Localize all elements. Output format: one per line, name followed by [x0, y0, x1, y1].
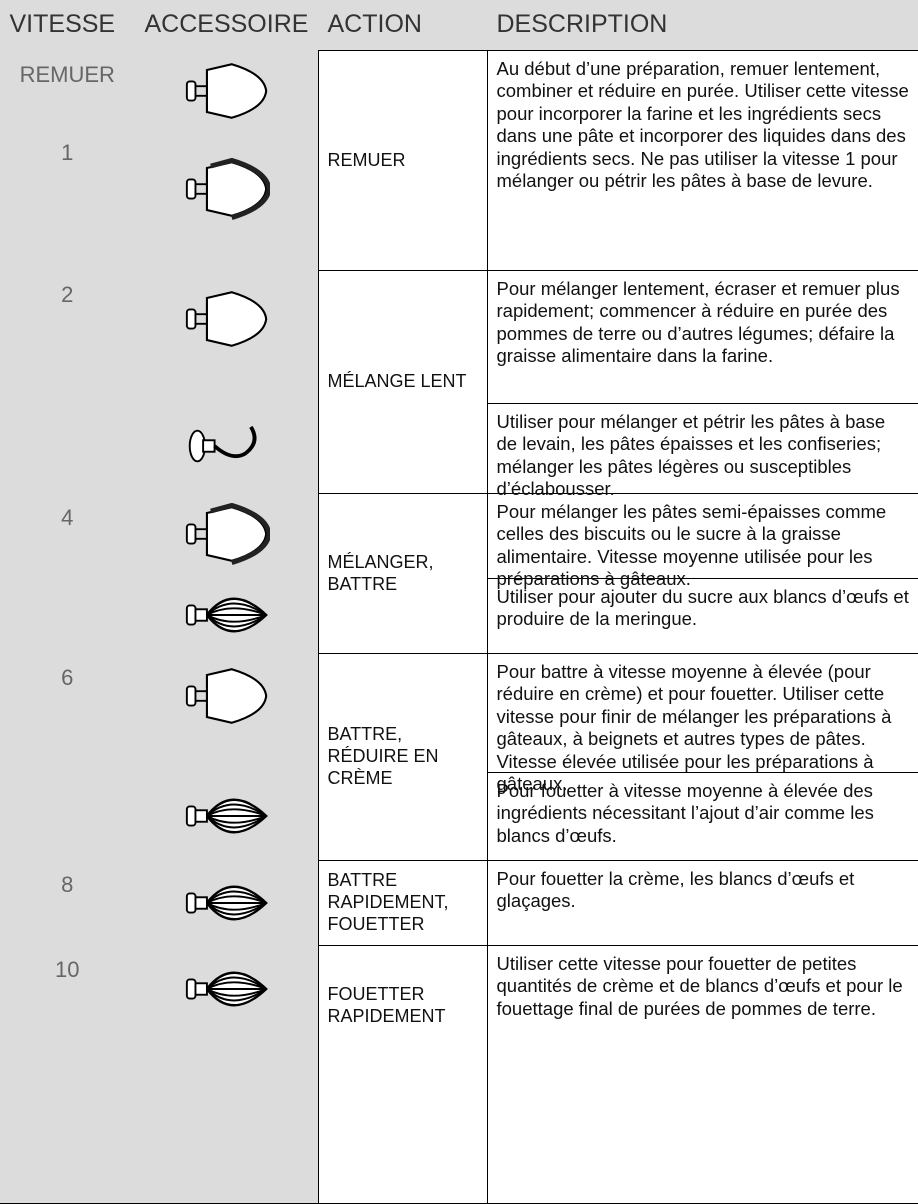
description-cell-text: Utiliser pour mélanger et pétrir les pât…: [497, 411, 911, 494]
action-cell: REMUER: [318, 50, 489, 272]
action-cell-text: REMUER: [328, 149, 406, 171]
speed-cell-text: 6: [61, 665, 73, 861]
accessory-icon: [184, 158, 270, 220]
action-cell: MÉLANGER, BATTRE: [318, 493, 489, 655]
accessory-icon: [184, 503, 270, 565]
description-cell: Pour mélanger les pâtes semi-épaisses co…: [487, 493, 918, 580]
header-cell: DESCRIPTION: [487, 0, 918, 51]
speed-cell-text: 8: [61, 872, 73, 946]
action-cell-text: MÉLANGE LENT: [328, 370, 467, 392]
speed-cell: 2: [0, 270, 136, 495]
speed-cell: 8: [0, 860, 136, 947]
action-cell-text: MÉLANGER, BATTRE: [328, 551, 488, 595]
accessory-icon: [184, 665, 270, 727]
accessory-icon: [184, 60, 270, 122]
description-cell-text: Au début d’une préparation, remuer lente…: [497, 58, 911, 271]
description-cell-text: Pour battre à vitesse moyenne à élevée (…: [497, 661, 911, 773]
speed-cell-text: 1: [61, 140, 73, 271]
speed-cell-text: 10: [55, 957, 79, 1204]
header-cell: ACTION: [318, 0, 489, 51]
description-cell: Utiliser pour mélanger et pétrir les pât…: [487, 403, 918, 495]
description-cell: Utiliser pour ajouter du sucre aux blanc…: [487, 578, 918, 655]
speed-cell-text: REMUER: [20, 62, 115, 129]
action-cell-text: BATTRE RAPIDEMENT, FOUETTER: [328, 869, 488, 935]
header-cell-text: ACTION: [328, 10, 422, 39]
header-cell-text: ACCESSOIRE: [145, 10, 309, 39]
description-cell: Au début d’une préparation, remuer lente…: [487, 50, 918, 272]
description-cell-text: Utiliser cette vitesse pour fouetter de …: [497, 953, 911, 1204]
description-cell: Pour battre à vitesse moyenne à élevée (…: [487, 653, 918, 774]
header-cell-text: VITESSE: [10, 10, 116, 39]
accessory-icon: [184, 872, 270, 934]
speed-cell: 10: [0, 945, 136, 1204]
accessory-icon: [184, 584, 270, 646]
description-cell-text: Pour mélanger lentement, écraser et remu…: [497, 278, 911, 404]
accessory-icon: [184, 958, 270, 1020]
speed-cell: 6: [0, 653, 136, 862]
description-cell: Utiliser cette vitesse pour fouetter de …: [487, 945, 918, 1204]
description-cell-text: Pour fouetter la crème, les blancs d’œuf…: [497, 868, 911, 946]
action-cell: BATTRE RAPIDEMENT, FOUETTER: [318, 860, 489, 947]
description-cell-text: Utiliser pour ajouter du sucre aux blanc…: [497, 586, 911, 654]
action-cell-text: FOUETTER RAPIDEMENT: [328, 983, 488, 1027]
action-cell-text: BATTRE, RÉDUIRE EN CRÈME: [328, 723, 488, 789]
accessory-icon: [184, 288, 270, 350]
description-cell-text: Pour fouetter à vitesse moyenne à élevée…: [497, 780, 911, 861]
speed-cell-text: 4: [61, 505, 73, 654]
description-cell-text: Pour mélanger les pâtes semi-épaisses co…: [497, 501, 911, 579]
header-cell: VITESSE: [0, 0, 136, 51]
description-cell: Pour mélanger lentement, écraser et remu…: [487, 270, 918, 405]
header-cell-text: DESCRIPTION: [497, 10, 668, 39]
header-cell: ACCESSOIRE: [135, 0, 320, 51]
speed-cell-text: 2: [61, 282, 73, 494]
speed-cell: REMUER: [0, 50, 136, 130]
accessory-icon: [184, 415, 270, 477]
description-cell: Pour fouetter à vitesse moyenne à élevée…: [487, 772, 918, 862]
speed-cell: 4: [0, 493, 136, 655]
action-cell: MÉLANGE LENT: [318, 270, 489, 495]
action-cell: FOUETTER RAPIDEMENT: [318, 945, 489, 1204]
action-cell: BATTRE, RÉDUIRE EN CRÈME: [318, 653, 489, 862]
speed-cell: 1: [0, 128, 136, 272]
description-cell: Pour fouetter la crème, les blancs d’œuf…: [487, 860, 918, 947]
accessory-icon: [184, 785, 270, 847]
